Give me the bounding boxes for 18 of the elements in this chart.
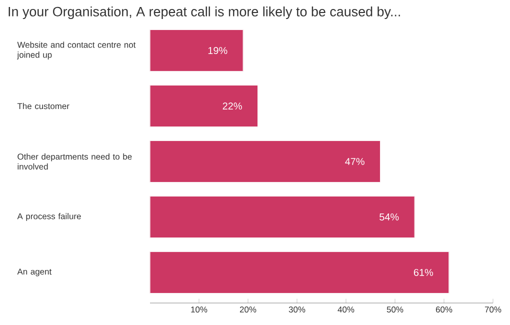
y-tick-label: Other departments need to be involved	[18, 153, 132, 170]
chart-title: In your Organisation, A repeat call is more likely to be caused by...	[8, 6, 400, 20]
x-tick-label: 60%	[436, 306, 452, 313]
y-tick-label: The customer	[17, 102, 70, 110]
data-label: 22%	[222, 102, 242, 110]
data-label: 61%	[414, 268, 434, 276]
x-tick-label: 50%	[386, 306, 404, 313]
x-tick-label: 10%	[191, 306, 208, 313]
data-label: 47%	[345, 158, 364, 165]
x-tick-label: 40%	[338, 306, 354, 313]
x-tick-label: 30%	[288, 306, 306, 313]
x-tick-label: 20%	[240, 306, 256, 313]
data-label: 19%	[208, 47, 228, 54]
y-tick-label: An agent	[17, 268, 52, 276]
data-label: 54%	[380, 213, 399, 220]
y-tick-label: Website and contact centre not joined up	[17, 42, 136, 60]
x-tick-label: 70%	[484, 306, 502, 313]
y-tick-label: A process failure	[17, 213, 81, 221]
